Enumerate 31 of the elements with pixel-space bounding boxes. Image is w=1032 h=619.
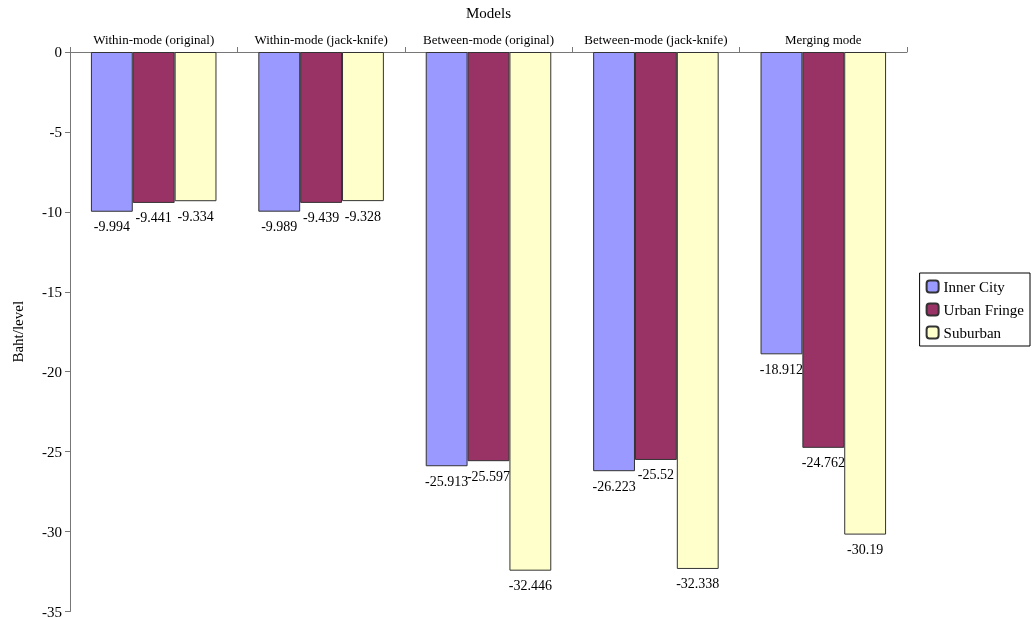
y-tick-label: -30 (42, 523, 62, 540)
y-axis-title: Baht/level (9, 300, 26, 363)
data-label: -9.334 (177, 208, 214, 224)
data-label: -25.52 (637, 467, 674, 483)
data-label: -26.223 (592, 478, 636, 494)
y-tick-label: -20 (42, 363, 62, 380)
x-tick-label: Within-mode (original) (93, 32, 215, 47)
data-label: -9.441 (135, 210, 172, 226)
y-tick-label: -35 (42, 603, 62, 619)
data-label: -32.338 (676, 576, 720, 592)
x-tick-label: Within-mode (jack-knife) (254, 32, 388, 47)
data-label: -30.19 (847, 542, 884, 558)
data-label: -9.439 (303, 210, 340, 226)
y-tick-label: -25 (42, 443, 62, 460)
data-label: -18.912 (759, 361, 804, 377)
y-tick-label: -5 (49, 123, 62, 140)
x-tick-label: Between-mode (jack-knife) (584, 32, 728, 47)
y-tick-label: -10 (42, 203, 62, 220)
y-tick-label: 0 (54, 44, 62, 60)
x-tick-label: Merging mode (784, 32, 862, 47)
legend-label: Inner City (943, 278, 1006, 295)
data-label: -9.328 (344, 208, 382, 224)
legend-label: Urban Fringe (943, 301, 1025, 318)
data-label: -9.994 (93, 219, 130, 235)
data-label: -32.446 (508, 578, 552, 594)
legend-label: Suburban (943, 324, 1002, 341)
x-tick-label: Between-mode (original) (422, 32, 555, 47)
y-tick-label: -15 (42, 283, 62, 300)
x-axis-title: Models (466, 4, 512, 21)
data-label: -9.989 (261, 219, 298, 235)
data-label: -25.913 (425, 473, 469, 489)
